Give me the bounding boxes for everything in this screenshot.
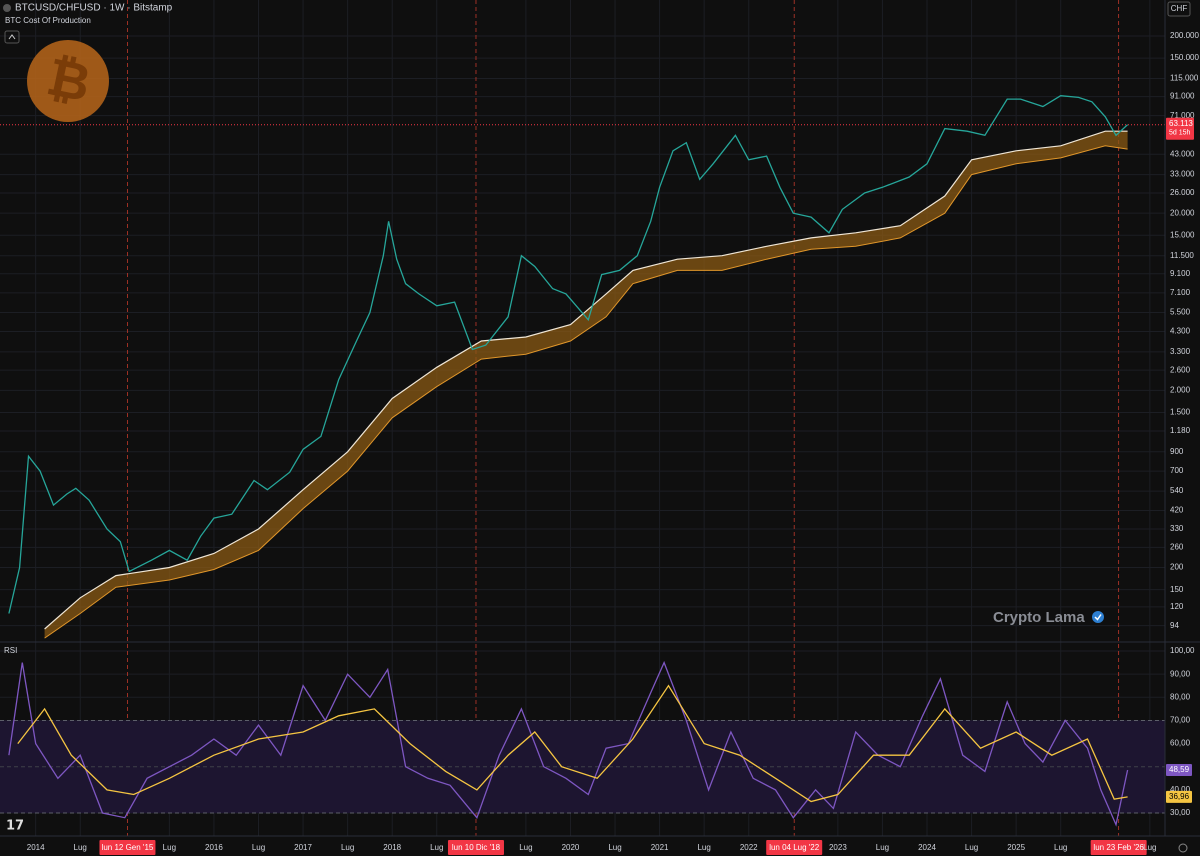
verified-check [1094,614,1102,621]
y-tick-label: 5.500 [1170,308,1191,317]
x-tick-label: Lug [965,843,978,852]
y-tick-label: 120 [1170,602,1184,611]
settings-icon[interactable] [1178,843,1188,853]
x-tick-label: 2018 [383,843,401,852]
y-tick-label: 3.300 [1170,347,1191,356]
x-tick-label: 2023 [829,843,847,852]
y-tick-label: 11.500 [1170,251,1194,260]
indicator-name: BTC Cost Of Production [5,16,91,25]
rsi-value-tag [1166,790,1192,803]
currency-box[interactable] [1167,1,1191,17]
symbol-icon [3,4,11,12]
y-tick-label: 90,00 [1170,669,1191,678]
y-tick-label: 2.000 [1170,385,1191,394]
x-tick-highlight [766,840,823,855]
cost-lower-line [44,145,1128,639]
y-tick-label: 80,00 [1170,692,1191,701]
x-tick-label: 2025 [1007,843,1025,852]
y-tick-label: 900 [1170,447,1184,456]
x-tick-label: 2022 [740,843,758,852]
y-tick-label: 71.000 [1170,111,1195,120]
y-tick-label: 33.000 [1170,170,1195,179]
y-tick-label: 100,00 [1170,646,1195,655]
y-tick-label: 60,00 [1170,739,1191,748]
x-tick-label: Lug [519,843,532,852]
y-tick-label: 70,00 [1170,716,1191,725]
symbol-title: BTCUSD/CHFUSD · 1W · Bitstamp [15,3,173,14]
y-tick-label: 7.100 [1170,288,1191,297]
currency-label: CHF [1171,4,1188,13]
x-tick-label: Lug [341,843,354,852]
bitcoin-logo [27,40,109,122]
y-tick-label: 150 [1170,585,1184,594]
x-tick-label: lun 10 Dic '18 [452,843,501,852]
x-tick-label: lun 12 Gen '15 [102,843,154,852]
x-tick-label: Lug [74,843,87,852]
last-price-label: 63.113 [1169,119,1193,128]
countdown-label: 5d 15h [1169,130,1191,137]
rsi-value-label: 36,96 [1169,792,1190,801]
y-tick-label: 9.100 [1170,269,1191,278]
y-tick-label: 115.000 [1170,74,1199,83]
y-tick-label: 40,00 [1170,785,1191,794]
series-line [8,660,1129,827]
label-layer: 200.000 150.000 115.000 91.000 71.000 43.000 3… [27,31,1199,855]
y-tick-label: 26.000 [1170,188,1195,197]
y-tick-label: 91.000 [1170,92,1195,101]
series-line [8,95,1129,614]
x-tick-label: Lug [1143,843,1156,852]
y-tick-label: 30,00 [1170,808,1191,817]
x-tick-label: 2017 [294,843,312,852]
rsi-value-label: 48,59 [1169,765,1190,774]
x-tick-label: 2014 [27,843,45,852]
y-tick-label: 2.600 [1170,365,1191,374]
x-tick-highlight [1090,840,1147,855]
y-tick-label: 15.000 [1170,230,1195,239]
rsi-value-tag [1166,763,1192,776]
y-tick-label: 1.180 [1170,426,1191,435]
x-tick-label: Lug [252,843,265,852]
collapse-button[interactable] [4,30,20,44]
y-tick-label: 94 [1170,621,1179,630]
verified-icon [1092,611,1104,623]
plot-layer [0,95,1165,827]
x-tick-label: 2024 [918,843,936,852]
y-tick-label: 200.000 [1170,31,1199,40]
y-tick-label: 43.000 [1170,149,1195,158]
y-tick-label: 200 [1170,563,1184,572]
x-tick-highlight [447,840,504,855]
x-tick-label: Lug [430,843,443,852]
x-tick-label: 2020 [562,843,580,852]
watermark: Crypto Lama [993,609,1085,626]
x-tick-label: lun 23 Feb '26 [1093,843,1144,852]
x-tick-label: Lug [608,843,621,852]
x-tick-label: Lug [697,843,710,852]
y-tick-label: 330 [1170,524,1184,533]
x-tick-label: lun 04 Lug '22 [769,843,820,852]
x-tick-highlight [99,840,156,855]
last-price-tag [1166,117,1194,140]
tradingview-logo: 𝟭𝟳 [6,817,24,832]
y-tick-label: 4.300 [1170,327,1191,336]
cost-upper-line [44,130,1128,630]
series-line [17,684,1128,803]
x-tick-label: Lug [163,843,176,852]
collapse-icon [8,34,16,40]
x-tick-label: Lug [876,843,889,852]
y-tick-label: 150.000 [1170,53,1199,62]
y-tick-label: 260 [1170,542,1184,551]
y-tick-label: 540 [1170,486,1184,495]
x-tick-label: 2021 [651,843,669,852]
x-tick-label: Lug [1054,843,1067,852]
y-tick-label: 1.500 [1170,408,1191,417]
rsi-title: RSI [4,646,17,655]
y-tick-label: 20.000 [1170,208,1195,217]
y-tick-label: 700 [1170,466,1184,475]
y-tick-label: 420 [1170,506,1184,515]
x-tick-label: 2016 [205,843,223,852]
